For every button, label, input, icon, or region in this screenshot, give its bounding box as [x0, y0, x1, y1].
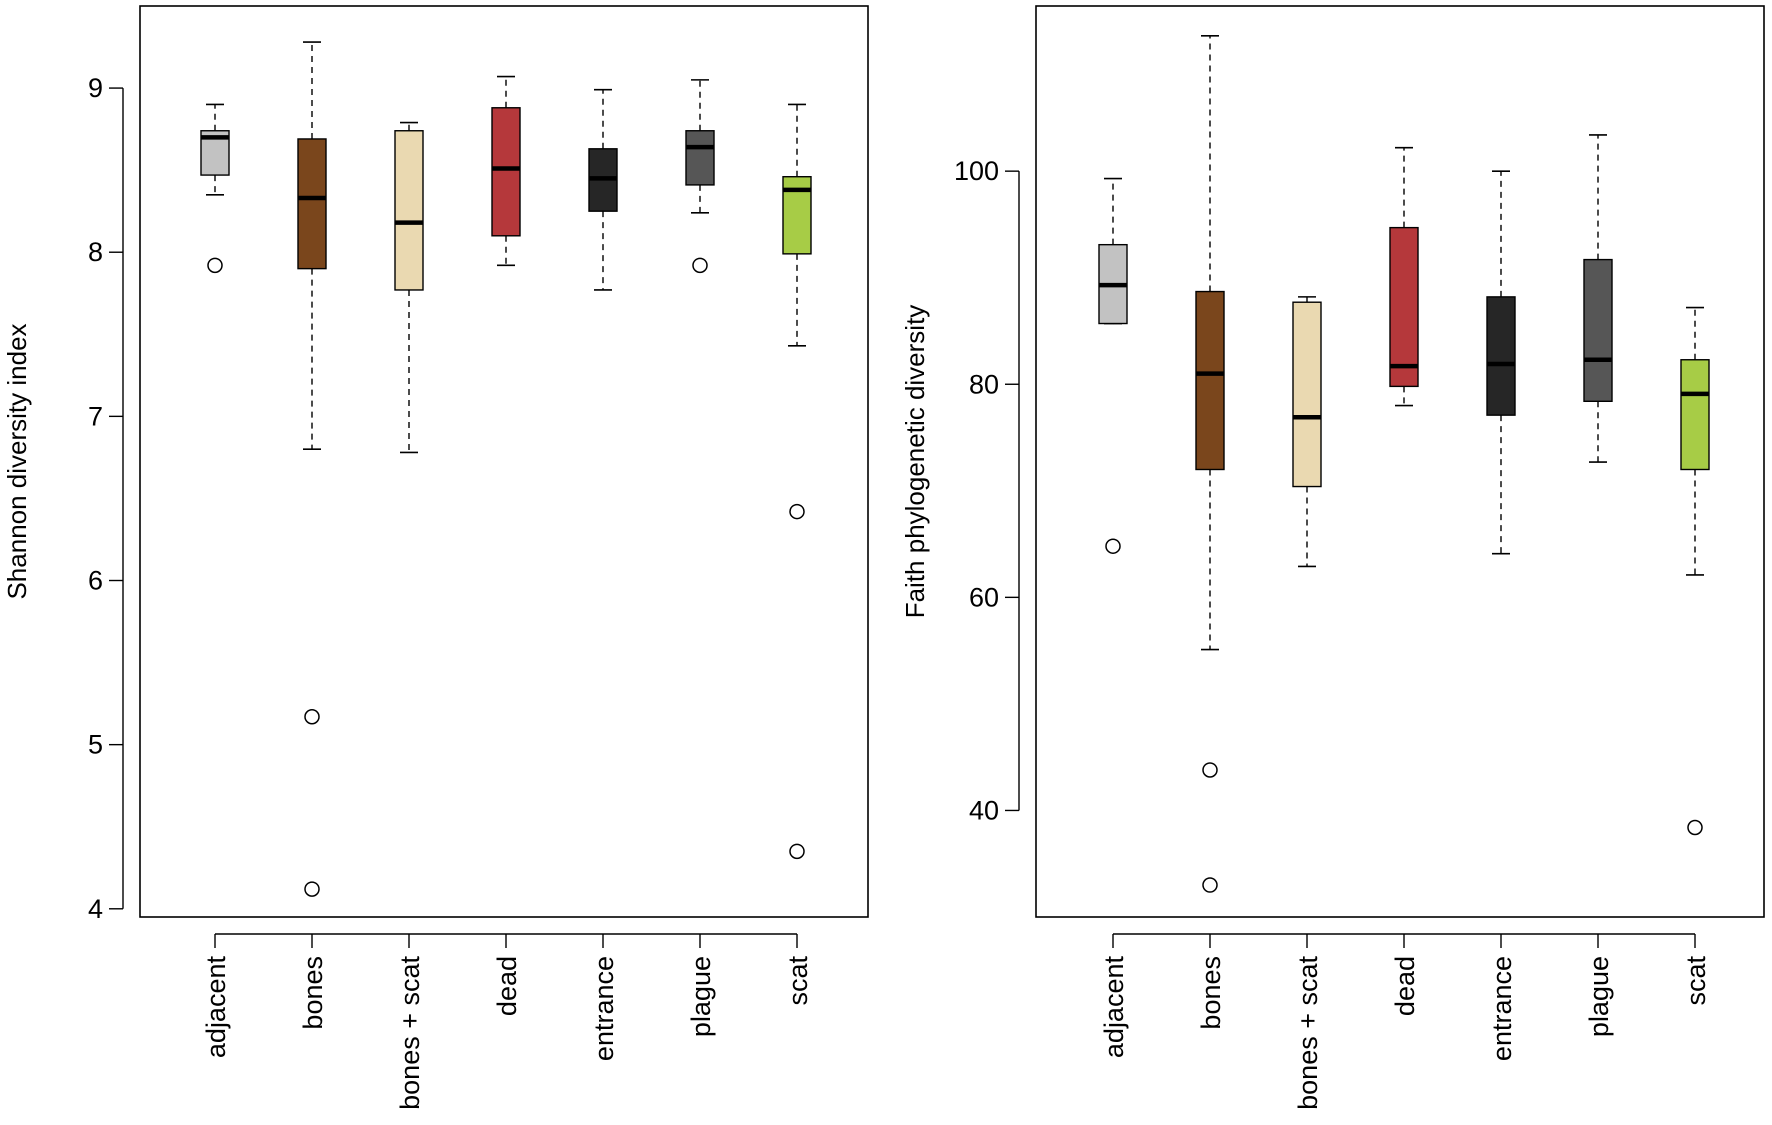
- x-tick-label-dead: dead: [1390, 956, 1420, 1016]
- box-body: [491, 107, 521, 237]
- box-entrance: [588, 88, 618, 291]
- box-body: [394, 130, 424, 291]
- box-body: [1389, 226, 1419, 388]
- outlier-point: [692, 257, 708, 274]
- box-body: [1292, 301, 1322, 488]
- shannon-boxplot-panel: 4 5 6 7 8 9 Shannon diversity index adjacent bon…: [2, 5, 869, 1110]
- x-tick-label-entrance: entrance: [589, 956, 619, 1061]
- outlier-point: [789, 843, 805, 860]
- x-tick-label-dead: dead: [492, 956, 522, 1016]
- y-axis-label: Faith phylogenetic diversity: [900, 305, 930, 619]
- x-tick-label-plague: plague: [1584, 956, 1614, 1037]
- y-tick-label: 100: [954, 156, 999, 186]
- box-body: [1195, 290, 1225, 471]
- box-bones: [1195, 35, 1225, 893]
- y-tick-label: 80: [969, 369, 999, 399]
- outlier-point: [1687, 819, 1703, 836]
- x-tick-label-plague: plague: [686, 956, 716, 1037]
- x-tick-label-bones-scat: bones + scat: [1293, 956, 1323, 1110]
- y-tick-label: 4: [88, 894, 103, 924]
- x-tick-label-bones: bones: [298, 956, 328, 1030]
- x-tick-label-adjacent: adjacent: [1099, 956, 1129, 1059]
- outlier-point: [1105, 538, 1121, 554]
- outlier-point: [207, 257, 223, 274]
- y-tick-label: 40: [969, 795, 999, 825]
- x-tick-label-scat: scat: [783, 956, 813, 1006]
- x-tick-label-bones-scat: bones + scat: [395, 956, 425, 1110]
- x-tick-label-bones: bones: [1196, 956, 1226, 1030]
- outlier-point: [789, 503, 805, 520]
- box-bones: [297, 41, 327, 897]
- box-plague: [685, 79, 715, 274]
- outlier-point: [1202, 762, 1218, 778]
- box-body: [297, 138, 327, 270]
- box-body: [1486, 296, 1516, 416]
- box-scat: [782, 103, 812, 860]
- y-tick-label: 6: [88, 566, 103, 596]
- y-tick-label: 7: [88, 401, 103, 431]
- box-bones-scat: [394, 121, 424, 454]
- box-dead: [491, 75, 521, 267]
- outlier-point: [1202, 877, 1218, 893]
- x-tick-label-adjacent: adjacent: [201, 956, 231, 1059]
- box-scat: [1680, 306, 1710, 836]
- box-dead: [1389, 146, 1419, 407]
- plot-frame: [139, 5, 869, 918]
- x-tick-label-entrance: entrance: [1487, 956, 1517, 1061]
- faith-boxplot-panel: 40 60 80 100 Faith phylogenetic diversity adj…: [900, 5, 1765, 1110]
- y-axis-label: Shannon diversity index: [2, 323, 32, 599]
- y-tick-label: 60: [969, 582, 999, 612]
- box-plague: [1583, 134, 1613, 463]
- box-bones-scat: [1292, 296, 1322, 568]
- y-tick-label: 9: [88, 73, 103, 103]
- outlier-point: [304, 708, 320, 725]
- box-body: [1680, 359, 1710, 471]
- outlier-point: [304, 881, 320, 897]
- box-adjacent: [200, 103, 230, 274]
- box-body: [1583, 258, 1613, 402]
- x-tick-label-scat: scat: [1681, 956, 1711, 1006]
- box-entrance: [1486, 170, 1516, 555]
- box-body: [685, 130, 715, 186]
- box-adjacent: [1098, 177, 1128, 554]
- y-tick-label: 5: [88, 730, 103, 760]
- plot-frame: [1035, 5, 1765, 918]
- y-tick-label: 8: [88, 237, 103, 267]
